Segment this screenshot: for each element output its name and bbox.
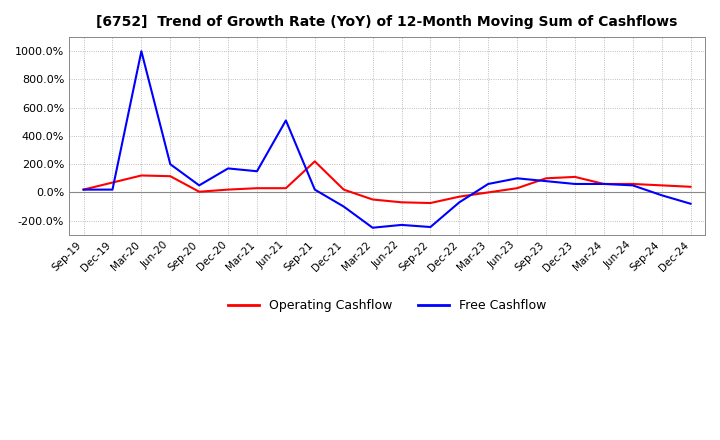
Operating Cashflow: [137, 173, 145, 178]
Free Cashflow: [137, 48, 145, 54]
Free Cashflow: [657, 193, 666, 198]
Free Cashflow: [484, 181, 492, 187]
Operating Cashflow: [224, 187, 233, 192]
Operating Cashflow: [426, 200, 435, 205]
Operating Cashflow: [484, 190, 492, 195]
Title: [6752]  Trend of Growth Rate (YoY) of 12-Month Moving Sum of Cashflows: [6752] Trend of Growth Rate (YoY) of 12-…: [96, 15, 678, 29]
Operating Cashflow: [600, 181, 608, 187]
Free Cashflow: [166, 161, 174, 167]
Line: Operating Cashflow: Operating Cashflow: [84, 161, 690, 203]
Free Cashflow: [369, 225, 377, 231]
Free Cashflow: [541, 179, 550, 184]
Operating Cashflow: [253, 186, 261, 191]
Operating Cashflow: [513, 186, 521, 191]
Operating Cashflow: [166, 173, 174, 179]
Free Cashflow: [513, 176, 521, 181]
Operating Cashflow: [108, 180, 117, 185]
Operating Cashflow: [79, 187, 88, 192]
Free Cashflow: [310, 187, 319, 192]
Operating Cashflow: [657, 183, 666, 188]
Free Cashflow: [571, 181, 580, 187]
Operating Cashflow: [195, 189, 204, 194]
Free Cashflow: [686, 201, 695, 206]
Operating Cashflow: [455, 194, 464, 199]
Operating Cashflow: [369, 197, 377, 202]
Operating Cashflow: [686, 184, 695, 190]
Operating Cashflow: [310, 159, 319, 164]
Operating Cashflow: [629, 181, 637, 187]
Free Cashflow: [629, 183, 637, 188]
Free Cashflow: [397, 222, 406, 227]
Free Cashflow: [79, 187, 88, 192]
Line: Free Cashflow: Free Cashflow: [84, 51, 690, 228]
Free Cashflow: [600, 181, 608, 187]
Operating Cashflow: [541, 176, 550, 181]
Free Cashflow: [253, 169, 261, 174]
Free Cashflow: [282, 118, 290, 123]
Operating Cashflow: [397, 200, 406, 205]
Free Cashflow: [339, 204, 348, 209]
Free Cashflow: [108, 187, 117, 192]
Free Cashflow: [195, 183, 204, 188]
Free Cashflow: [224, 166, 233, 171]
Operating Cashflow: [282, 186, 290, 191]
Operating Cashflow: [571, 174, 580, 180]
Legend: Operating Cashflow, Free Cashflow: Operating Cashflow, Free Cashflow: [223, 294, 552, 318]
Free Cashflow: [455, 200, 464, 205]
Operating Cashflow: [339, 187, 348, 192]
Free Cashflow: [426, 224, 435, 230]
